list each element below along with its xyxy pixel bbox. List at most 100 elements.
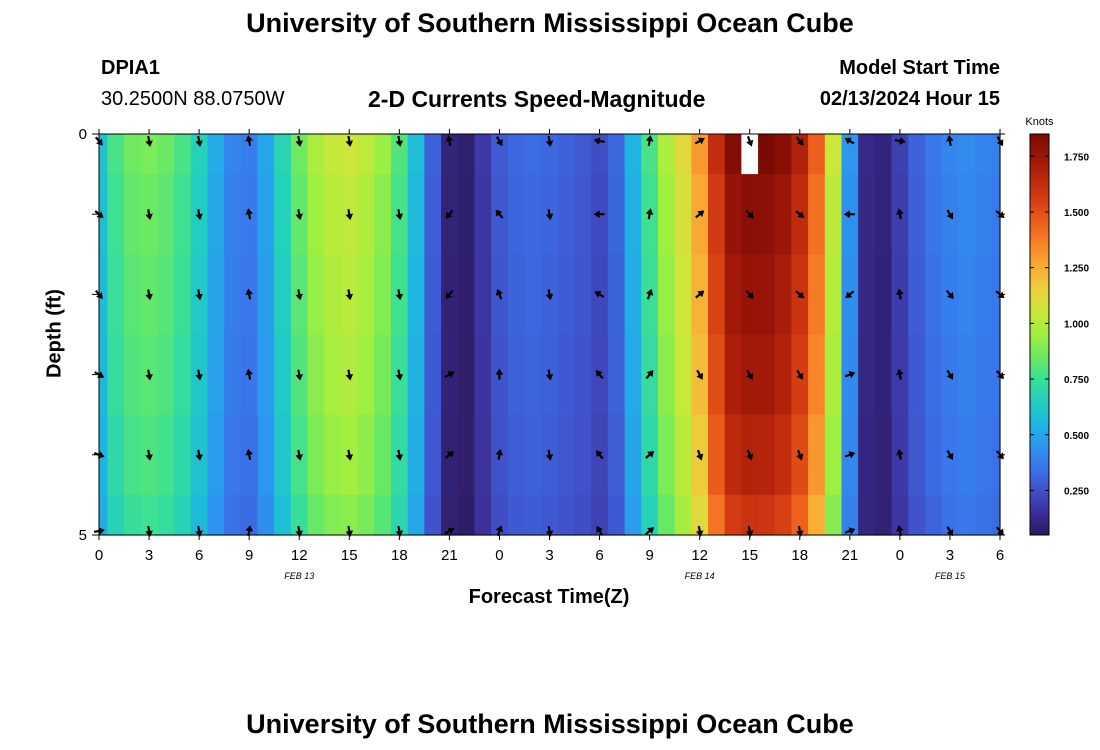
heatmap-cell (207, 174, 225, 255)
heatmap-cell (140, 134, 158, 175)
heatmap-cell (257, 334, 275, 416)
x-tick-label: 0 (495, 547, 503, 564)
current-vector-arrow (593, 137, 605, 145)
heatmap-cell (858, 254, 876, 336)
heatmap-cell (908, 414, 926, 496)
heatmap-cell (791, 494, 809, 536)
heatmap-cell (307, 254, 325, 336)
heatmap-cell (624, 174, 642, 255)
heatmap-cell (657, 414, 676, 496)
heatmap-cell (107, 334, 125, 416)
heatmap-cell (691, 134, 709, 175)
heatmap-cell (257, 134, 275, 175)
heatmap-cell (190, 494, 209, 536)
current-vector-arrow (93, 527, 105, 535)
heatmap-cell (924, 134, 943, 175)
colorbar-tick-label: 0.500 (1064, 431, 1089, 442)
current-vector-arrow (345, 525, 354, 537)
heatmap-cell (824, 494, 843, 536)
x-tick-label: 3 (946, 547, 954, 564)
y-tick-label: 5 (79, 527, 87, 544)
heatmap-cell (708, 494, 726, 536)
page-title: University of Southern Mississippi Ocean… (246, 8, 854, 38)
heatmap-cell (641, 134, 659, 175)
heatmap-cell (541, 494, 559, 536)
heatmap-cell (407, 414, 425, 496)
current-vector-arrow (645, 527, 655, 536)
current-vector-arrow (145, 369, 153, 381)
heatmap-cell (874, 174, 893, 255)
heatmap-cell (958, 174, 976, 255)
date-label: FEB 15 (935, 571, 966, 581)
heatmap-cell (99, 334, 108, 416)
x-tick-label: 9 (245, 547, 253, 564)
heatmap-cell (908, 174, 926, 255)
heatmap-cell (991, 334, 1001, 416)
heatmap-cell (357, 174, 375, 255)
heatmap-cell (574, 254, 592, 336)
heatmap-cell (624, 254, 642, 336)
heatmap-cell (874, 134, 893, 175)
current-vector-arrow (345, 449, 354, 461)
current-vector-arrow (844, 451, 856, 459)
heatmap-cell (374, 334, 392, 416)
heatmap-cell (174, 174, 192, 255)
heatmap-cell (524, 254, 542, 336)
heatmap-cell (124, 494, 142, 536)
heatmap-cell (958, 334, 976, 416)
current-vector-arrow (245, 288, 253, 300)
heatmap-cell (107, 414, 125, 496)
heatmap-cell (591, 494, 609, 536)
heatmap-cell (674, 334, 692, 416)
current-vector-arrow (593, 210, 605, 218)
current-vector-arrow (696, 369, 703, 380)
heatmap-cell (207, 334, 225, 416)
heatmap-cell (240, 134, 259, 175)
current-vector-arrow (295, 135, 303, 147)
heatmap-cell (457, 414, 476, 496)
heatmap-cell (357, 414, 375, 496)
heatmap-cell (924, 254, 943, 336)
current-vector-arrow (945, 289, 954, 299)
heatmap-cell (874, 414, 893, 496)
heatmap-cell (758, 174, 776, 255)
heatmap-cell (691, 494, 709, 536)
current-vector-arrow (245, 448, 253, 460)
heatmap-cell (307, 334, 325, 416)
heatmap-cell (474, 414, 492, 496)
current-vector-arrow (295, 369, 303, 381)
heatmap-cell (541, 134, 559, 175)
y-tick-label: 0 (79, 126, 87, 143)
heatmap-cell (407, 494, 425, 536)
heatmap-cell (674, 494, 692, 536)
current-vector-arrow (145, 289, 153, 301)
heatmap-cell (941, 494, 959, 536)
current-vector-arrow (195, 135, 203, 147)
heatmap-cell (224, 414, 242, 496)
heatmap-cell (357, 334, 375, 416)
current-vector-arrow (345, 369, 354, 381)
current-vector-arrow (843, 210, 855, 218)
current-vector-arrow (595, 450, 604, 460)
heatmap-cell (641, 494, 659, 536)
heatmap-cell (724, 494, 742, 536)
station-id: DPIA1 (101, 57, 160, 79)
heatmap-cell (507, 174, 526, 255)
heatmap-cell (174, 254, 192, 336)
current-vector-arrow (946, 526, 954, 537)
heatmap-cell (290, 494, 309, 536)
heatmap-cell (824, 134, 843, 175)
heatmap-cell (457, 134, 476, 175)
heatmap-cell (457, 334, 476, 416)
heatmap-cell (674, 414, 692, 496)
heatmap-cell (491, 494, 509, 536)
heatmap-cell (591, 134, 609, 175)
heatmap-cell (99, 254, 108, 336)
heatmap-cell (674, 134, 692, 175)
heatmap-cell (991, 254, 1001, 336)
current-vector-arrow (445, 135, 454, 147)
heatmap-cell (774, 174, 793, 255)
heatmap-cell (107, 254, 125, 336)
heatmap-cell (507, 414, 526, 496)
current-vector-arrow (245, 208, 253, 220)
